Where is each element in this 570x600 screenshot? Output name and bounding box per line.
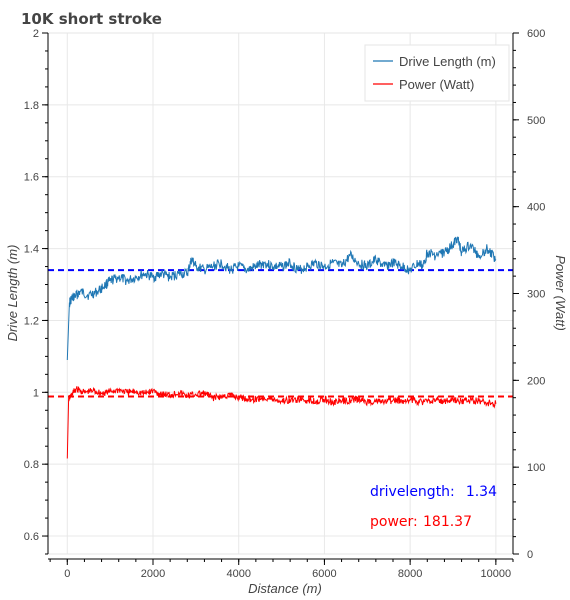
chart-title: 10K short stroke [21, 10, 162, 28]
y2-tick-label-4: 400 [527, 202, 545, 214]
annotation-power-value: 181.37 [423, 514, 472, 530]
y-tick-label-1: 0.8 [24, 459, 39, 471]
y2-tick-label-3: 300 [527, 289, 545, 301]
y-axis-label: Drive Length (m) [5, 245, 20, 342]
x-tick-label-4: 8000 [398, 568, 422, 580]
y-tick-label-0: 0.6 [24, 531, 39, 543]
annotation-drivelength-value: 1.34 [466, 484, 497, 500]
y-tick-label-6: 1.8 [24, 100, 39, 112]
reference-lines [48, 269, 513, 398]
x-tick-label-1: 2000 [141, 568, 165, 580]
series-line-power [66, 386, 497, 459]
y2-axis-label: Power (Watt) [553, 255, 568, 331]
y2-tick-label-2: 200 [527, 375, 545, 387]
x-tick-label-3: 6000 [312, 568, 336, 580]
legend: Drive Length (m) Power (Watt) [364, 44, 510, 102]
y-tick-label-3: 1.2 [24, 315, 39, 327]
x-tick-label-2: 4000 [226, 568, 250, 580]
y2-tick-label-0: 0 [527, 549, 533, 561]
y2-tick-label-5: 500 [527, 115, 545, 127]
annotation-drivelength-label: drivelength: [370, 484, 455, 500]
legend-label-power: Power (Watt) [399, 77, 474, 92]
series-lines [66, 236, 497, 459]
y-tick-label-2: 1 [33, 387, 39, 399]
annotation-power-label: power: [370, 514, 418, 530]
axes: 0 2000 4000 6000 8000 100000.60.811.21.41.61.… [24, 28, 546, 580]
y-tick-label-7: 2 [33, 28, 39, 40]
y-tick-label-4: 1.4 [24, 244, 39, 256]
y2-tick-label-6: 600 [527, 28, 545, 40]
legend-box [364, 44, 510, 102]
legend-label-drive-length: Drive Length (m) [399, 54, 496, 69]
y-tick-label-5: 1.6 [24, 172, 39, 184]
y2-tick-label-1: 100 [527, 462, 545, 474]
x-tick-label-0: 0 [64, 568, 70, 580]
x-axis-label: Distance (m) [248, 581, 322, 596]
series-line-drive-length [66, 236, 497, 361]
x-tick-label-5: 10000 [481, 568, 512, 580]
